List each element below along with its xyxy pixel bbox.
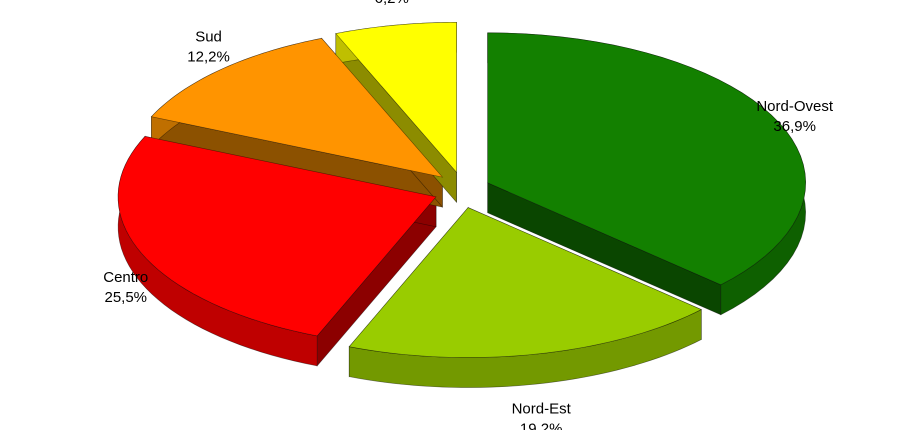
value-label: 19,2% <box>520 421 563 430</box>
slice-label: Sud <box>195 28 222 45</box>
value-label: 36,9% <box>773 118 816 135</box>
slice <box>487 32 806 286</box>
slice-label: Nord-Ovest <box>756 98 834 115</box>
slice-label: Centro <box>103 269 148 286</box>
slice <box>335 22 457 174</box>
value-label: 12,2% <box>187 48 230 65</box>
slice <box>348 207 702 358</box>
slice <box>150 38 444 178</box>
slice <box>117 136 437 337</box>
value-label: 25,5% <box>104 289 147 306</box>
value-label: 6,2% <box>375 0 409 7</box>
pie-tops <box>117 22 806 358</box>
slice-label: Nord-Est <box>512 401 572 418</box>
